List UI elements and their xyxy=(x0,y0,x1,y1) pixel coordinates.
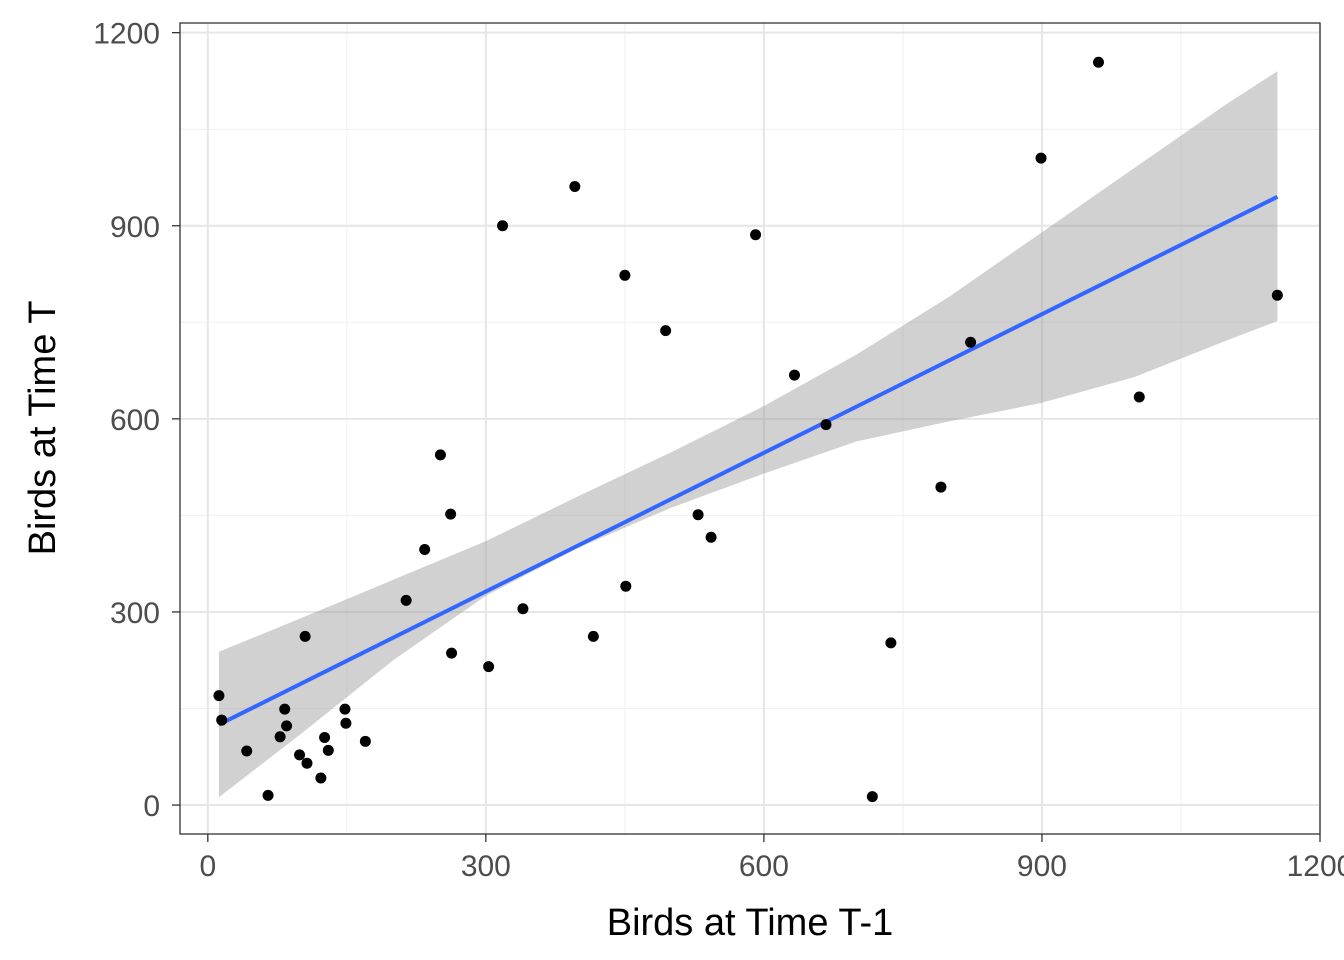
data-point xyxy=(279,703,291,715)
y-axis-ticks: 0 300 600 900 1200 xyxy=(93,18,180,823)
data-point xyxy=(241,745,253,757)
data-point xyxy=(213,690,225,702)
data-point xyxy=(216,714,228,726)
data-point xyxy=(820,419,832,431)
data-point xyxy=(359,735,371,747)
data-point xyxy=(619,269,631,281)
x-tick-label: 300 xyxy=(461,850,511,883)
data-point xyxy=(660,325,672,337)
plot-panel-border xyxy=(179,22,1321,835)
confidence-band-layer xyxy=(218,71,1278,798)
data-point xyxy=(294,749,306,761)
data-point xyxy=(400,594,412,606)
fit-line-layer xyxy=(218,194,1279,727)
data-point xyxy=(866,791,878,803)
data-point xyxy=(497,220,509,232)
data-point xyxy=(340,717,352,729)
y-tick-label: 600 xyxy=(110,404,160,437)
data-point xyxy=(274,731,286,743)
data-point xyxy=(569,180,581,192)
confidence-band xyxy=(218,71,1278,798)
data-point xyxy=(339,703,351,715)
y-tick-label: 1200 xyxy=(93,18,160,51)
data-point xyxy=(281,720,293,732)
data-point xyxy=(319,731,331,743)
y-tick-label: 300 xyxy=(110,597,160,630)
x-tick-label: 0 xyxy=(199,850,216,883)
data-point xyxy=(301,757,313,769)
data-point xyxy=(1035,152,1047,164)
major-gridlines xyxy=(180,23,1321,834)
data-point xyxy=(315,772,327,784)
x-axis-title: Birds at Time T-1 xyxy=(607,902,894,944)
data-point xyxy=(705,531,717,543)
data-point xyxy=(587,630,599,642)
data-point xyxy=(446,647,458,659)
regression-line xyxy=(218,194,1279,727)
data-point xyxy=(750,229,762,241)
data-point xyxy=(262,789,274,801)
data-point xyxy=(322,744,334,756)
y-axis-title: Birds at Time T xyxy=(22,301,64,556)
data-point xyxy=(299,630,311,642)
data-point xyxy=(620,580,632,592)
data-point xyxy=(517,603,529,615)
data-point xyxy=(885,637,897,649)
x-axis-ticks: 0 300 600 900 1200 xyxy=(199,834,1344,883)
data-point xyxy=(935,481,947,493)
data-point xyxy=(445,508,457,520)
minor-gridlines xyxy=(180,23,1320,834)
data-point xyxy=(434,449,446,461)
data-point xyxy=(1133,391,1145,403)
x-tick-label: 900 xyxy=(1017,850,1067,883)
x-tick-label: 1200 xyxy=(1287,850,1344,883)
data-point xyxy=(1271,289,1283,301)
data-point xyxy=(419,544,431,556)
data-point xyxy=(692,509,704,521)
y-tick-label: 900 xyxy=(110,211,160,244)
data-point xyxy=(1092,56,1104,68)
data-point xyxy=(965,336,977,348)
y-tick-label: 0 xyxy=(143,790,160,823)
points-layer xyxy=(213,56,1283,803)
plot-panel-background xyxy=(180,23,1320,834)
data-point xyxy=(788,369,800,381)
x-tick-label: 600 xyxy=(739,850,789,883)
data-point xyxy=(483,661,495,673)
